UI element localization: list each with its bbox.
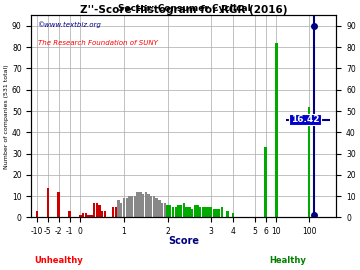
Bar — [226, 211, 229, 217]
Bar — [95, 202, 98, 217]
Text: Sector: Consumer Cyclical: Sector: Consumer Cyclical — [117, 4, 250, 13]
Bar — [207, 207, 210, 217]
Bar — [68, 211, 71, 217]
Bar — [199, 207, 202, 217]
Bar — [87, 215, 90, 217]
Bar — [128, 196, 131, 217]
Bar — [46, 188, 49, 217]
Bar — [158, 200, 161, 217]
Bar — [131, 196, 133, 217]
Text: ©www.textbiz.org: ©www.textbiz.org — [37, 21, 102, 28]
Bar — [134, 196, 136, 217]
Bar — [136, 192, 139, 217]
Bar — [112, 207, 114, 217]
Text: The Research Foundation of SUNY: The Research Foundation of SUNY — [37, 39, 157, 46]
Bar — [177, 205, 180, 217]
Bar — [215, 209, 218, 217]
Bar — [275, 43, 278, 217]
Bar — [188, 207, 190, 217]
Bar — [221, 207, 223, 217]
Bar — [202, 207, 204, 217]
Bar — [139, 192, 141, 217]
Bar — [36, 211, 38, 217]
Bar — [232, 213, 234, 217]
Bar — [194, 205, 196, 217]
Bar — [104, 211, 106, 217]
Bar — [79, 215, 82, 217]
Bar — [172, 207, 174, 217]
Title: Z''-Score Histogram for RGR (2016): Z''-Score Histogram for RGR (2016) — [80, 5, 288, 15]
Bar — [114, 207, 117, 217]
Bar — [213, 209, 215, 217]
Bar — [156, 198, 158, 217]
Bar — [145, 192, 147, 217]
Bar — [90, 215, 93, 217]
Bar — [58, 192, 60, 217]
Bar — [142, 194, 144, 217]
Bar — [185, 207, 188, 217]
Bar — [93, 202, 95, 217]
Bar — [161, 202, 163, 217]
Bar — [308, 107, 310, 217]
Text: 16.42: 16.42 — [291, 115, 319, 124]
Bar — [166, 205, 169, 217]
Bar — [175, 207, 177, 217]
Bar — [204, 207, 207, 217]
Bar — [101, 211, 103, 217]
X-axis label: Score: Score — [168, 236, 199, 246]
Bar — [150, 196, 152, 217]
Bar — [210, 207, 212, 217]
Bar — [82, 213, 84, 217]
Bar — [117, 200, 120, 217]
Bar — [180, 205, 183, 217]
Y-axis label: Number of companies (531 total): Number of companies (531 total) — [4, 64, 9, 169]
Text: Healthy: Healthy — [269, 256, 306, 265]
Bar — [123, 198, 125, 217]
Bar — [191, 209, 193, 217]
Bar — [153, 196, 155, 217]
Bar — [169, 205, 171, 217]
Bar — [164, 202, 166, 217]
Bar — [147, 194, 150, 217]
Bar — [183, 202, 185, 217]
Bar — [98, 205, 101, 217]
Bar — [218, 209, 220, 217]
Bar — [120, 202, 122, 217]
Bar — [264, 147, 267, 217]
Bar — [196, 205, 199, 217]
Text: Unhealthy: Unhealthy — [34, 256, 83, 265]
Bar — [85, 213, 87, 217]
Bar — [126, 198, 128, 217]
